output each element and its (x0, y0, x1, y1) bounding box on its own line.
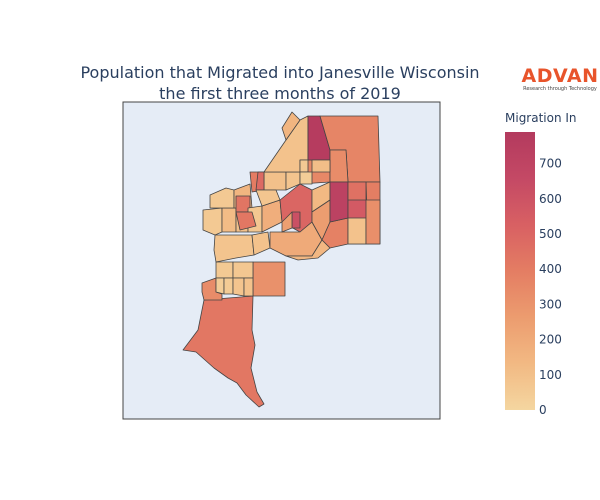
region-sw-small-b[interactable] (215, 277, 225, 295)
region-mid-d[interactable] (255, 189, 281, 207)
colorbar-tick-label: 700 (539, 157, 562, 171)
logo-tagline: Research through Technology (523, 86, 597, 92)
region-sw-small-e[interactable] (232, 277, 245, 297)
region-east-e[interactable] (347, 181, 367, 201)
region-sw-small-f[interactable] (243, 277, 254, 297)
region-east-f[interactable] (365, 199, 381, 245)
region-north-g[interactable] (299, 159, 309, 173)
region-mid-a[interactable] (285, 239, 331, 261)
region-east-a[interactable] (329, 181, 349, 223)
logo-name: ADVAN (522, 65, 599, 87)
colorbar-title: Migration In (505, 111, 577, 125)
map-title-line1: Population that Migrated into Janesville… (80, 63, 479, 82)
region-south-large[interactable] (182, 295, 265, 408)
colorbar-gradient (505, 132, 535, 410)
colorbar-ticks: 0 100 200 300 400 500 600 700 (539, 157, 562, 417)
region-center-b[interactable] (263, 171, 287, 191)
region-east-d[interactable] (347, 217, 367, 245)
region-center-f[interactable] (291, 211, 301, 229)
region-west-c[interactable] (221, 207, 237, 233)
advan-logo: ADVAN Research through Technology (522, 65, 599, 92)
colorbar-tick-label: 400 (539, 262, 562, 276)
region-south-mid-right[interactable] (252, 261, 286, 297)
colorbar-tick-label: 100 (539, 368, 562, 382)
map-title-line2: the first three months of 2019 (159, 84, 401, 103)
region-mid-b[interactable] (235, 211, 257, 231)
colorbar-tick-label: 300 (539, 297, 562, 311)
region-sw-small-c[interactable] (223, 277, 234, 295)
region-north-e[interactable] (329, 149, 349, 183)
colorbar-tick-label: 200 (539, 333, 562, 347)
region-north-h[interactable] (311, 159, 331, 173)
region-sw-small-d[interactable] (232, 261, 254, 279)
region-west-b[interactable] (202, 207, 223, 236)
colorbar-tick-label: 500 (539, 227, 562, 241)
region-north-i[interactable] (299, 171, 313, 185)
colorbar-tick-label: 0 (539, 403, 547, 417)
region-sw-small-a[interactable] (215, 261, 234, 279)
choropleth-regions (182, 111, 381, 408)
colorbar-tick-label: 600 (539, 192, 562, 206)
region-mid-c[interactable] (281, 211, 293, 233)
region-north-b[interactable] (281, 111, 301, 141)
